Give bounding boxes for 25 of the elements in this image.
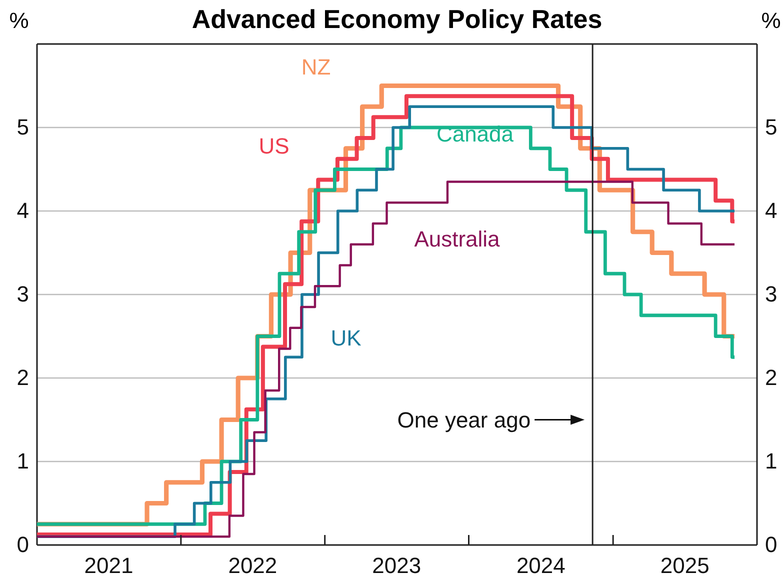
y2-tick-label: 3 <box>765 282 778 307</box>
ref-line-label: One year ago <box>397 407 531 432</box>
y2-tick-label: 4 <box>765 198 778 224</box>
y2-axis-title: % <box>761 8 781 33</box>
y2-tick-label: 0 <box>765 532 778 558</box>
y-tick-label: 4 <box>16 198 29 224</box>
series-label: US <box>258 134 290 159</box>
series-label: Australia <box>414 226 501 252</box>
chart-title: Advanced Economy Policy Rates <box>192 4 602 34</box>
y2-tick-label: 5 <box>765 114 778 140</box>
y2-tick-label: 1 <box>765 448 778 474</box>
x-tick-label: 2024 <box>516 553 566 578</box>
y2-tick-label: 2 <box>765 365 778 390</box>
y-tick-label: 3 <box>16 282 29 307</box>
y-tick-label: 1 <box>16 448 29 474</box>
y-tick-label: 2 <box>16 365 29 390</box>
y-tick-label: 5 <box>16 114 29 140</box>
x-tick-label: 2023 <box>372 553 422 578</box>
x-tick-label: 2021 <box>84 553 134 578</box>
y-tick-label: 0 <box>16 532 29 558</box>
y-axis-title: % <box>9 8 29 33</box>
series-label: UK <box>330 326 362 351</box>
series-label: NZ <box>301 54 331 80</box>
x-tick-label: 2022 <box>228 553 278 578</box>
x-tick-label: 2025 <box>660 553 710 578</box>
